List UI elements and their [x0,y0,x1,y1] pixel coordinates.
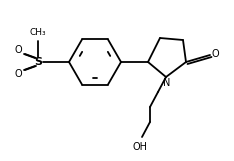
Text: O: O [212,49,220,59]
Text: O: O [14,45,22,55]
Text: S: S [34,57,42,67]
Text: O: O [14,69,22,79]
Text: OH: OH [132,142,147,152]
Text: N: N [163,78,171,88]
Text: CH₃: CH₃ [30,28,46,37]
